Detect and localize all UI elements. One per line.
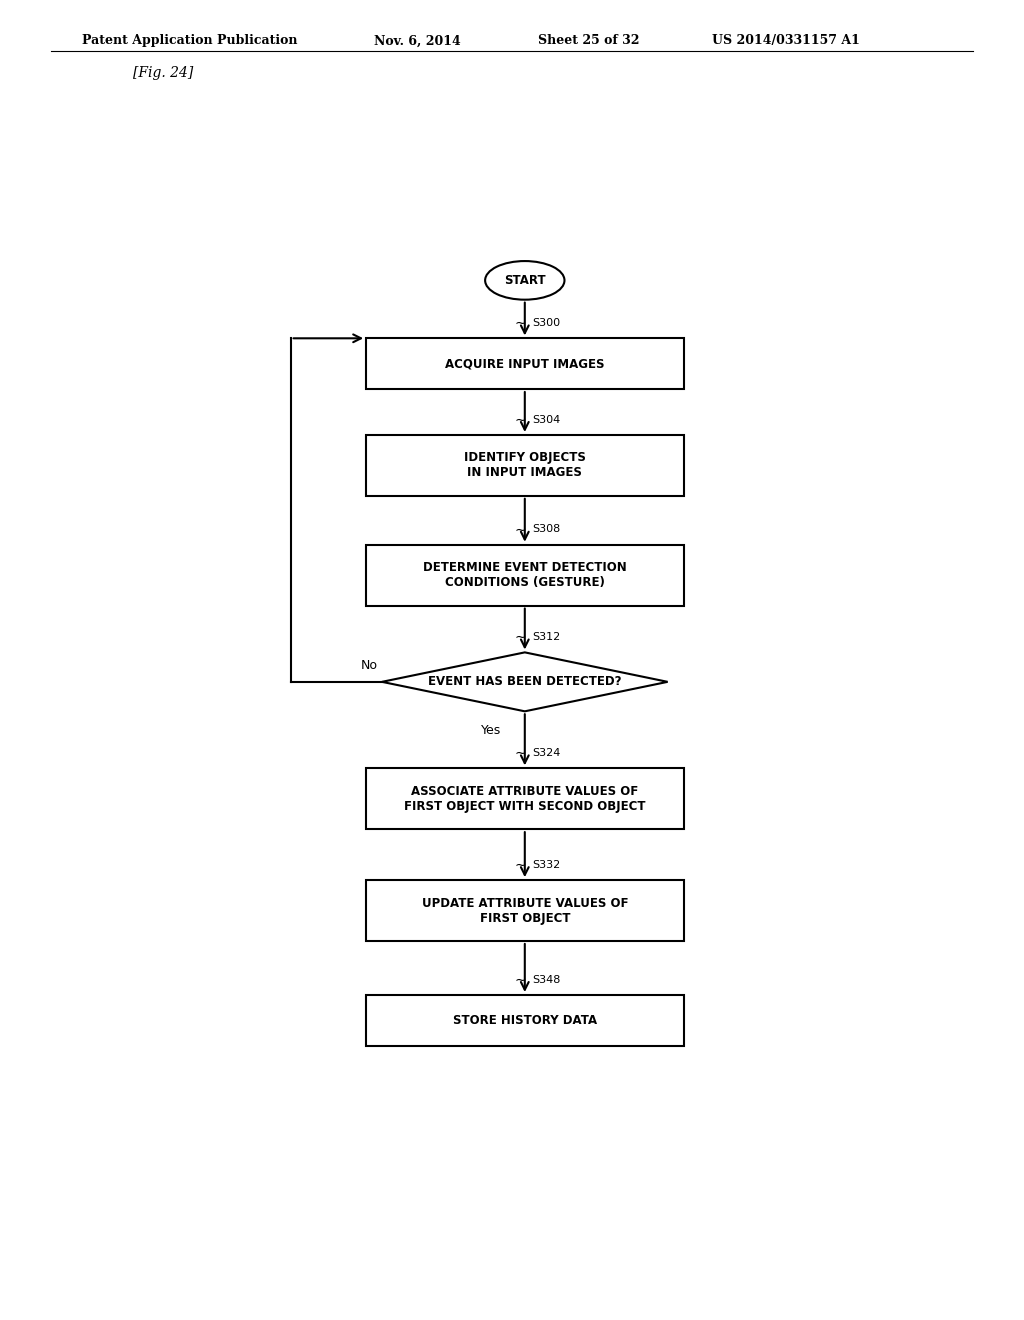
Ellipse shape (485, 261, 564, 300)
Text: ∼: ∼ (514, 858, 526, 873)
Text: UPDATE ATTRIBUTE VALUES OF
FIRST OBJECT: UPDATE ATTRIBUTE VALUES OF FIRST OBJECT (422, 896, 628, 924)
Text: STORE HISTORY DATA: STORE HISTORY DATA (453, 1014, 597, 1027)
Text: No: No (361, 659, 378, 672)
Bar (367, 434, 684, 496)
Text: S312: S312 (532, 632, 561, 643)
Text: ∼: ∼ (514, 630, 526, 644)
Text: ∼: ∼ (514, 317, 526, 330)
Text: START: START (504, 273, 546, 286)
Text: ∼: ∼ (514, 523, 526, 536)
Text: Sheet 25 of 32: Sheet 25 of 32 (538, 34, 639, 48)
Text: ∼: ∼ (514, 973, 526, 987)
Text: S348: S348 (532, 974, 561, 985)
Text: DETERMINE EVENT DETECTION
CONDITIONS (GESTURE): DETERMINE EVENT DETECTION CONDITIONS (GE… (423, 561, 627, 589)
Text: Nov. 6, 2014: Nov. 6, 2014 (374, 34, 461, 48)
Text: S304: S304 (532, 414, 561, 425)
Text: Yes: Yes (480, 723, 501, 737)
Text: ACQUIRE INPUT IMAGES: ACQUIRE INPUT IMAGES (445, 358, 604, 370)
Bar (367, 880, 684, 941)
Text: S332: S332 (532, 859, 561, 870)
Text: S324: S324 (532, 748, 561, 758)
Text: EVENT HAS BEEN DETECTED?: EVENT HAS BEEN DETECTED? (428, 676, 622, 688)
Text: ASSOCIATE ATTRIBUTE VALUES OF
FIRST OBJECT WITH SECOND OBJECT: ASSOCIATE ATTRIBUTE VALUES OF FIRST OBJE… (404, 784, 645, 813)
Text: S308: S308 (532, 524, 561, 535)
Bar (367, 768, 684, 829)
Text: [Fig. 24]: [Fig. 24] (133, 66, 194, 81)
Text: ∼: ∼ (514, 413, 526, 426)
Text: S300: S300 (532, 318, 561, 329)
Text: Patent Application Publication: Patent Application Publication (82, 34, 297, 48)
Text: IDENTIFY OBJECTS
IN INPUT IMAGES: IDENTIFY OBJECTS IN INPUT IMAGES (464, 451, 586, 479)
Polygon shape (382, 652, 668, 711)
Bar (367, 545, 684, 606)
Bar (367, 338, 684, 389)
Text: ∼: ∼ (514, 746, 526, 760)
Text: US 2014/0331157 A1: US 2014/0331157 A1 (712, 34, 859, 48)
Bar (367, 995, 684, 1045)
